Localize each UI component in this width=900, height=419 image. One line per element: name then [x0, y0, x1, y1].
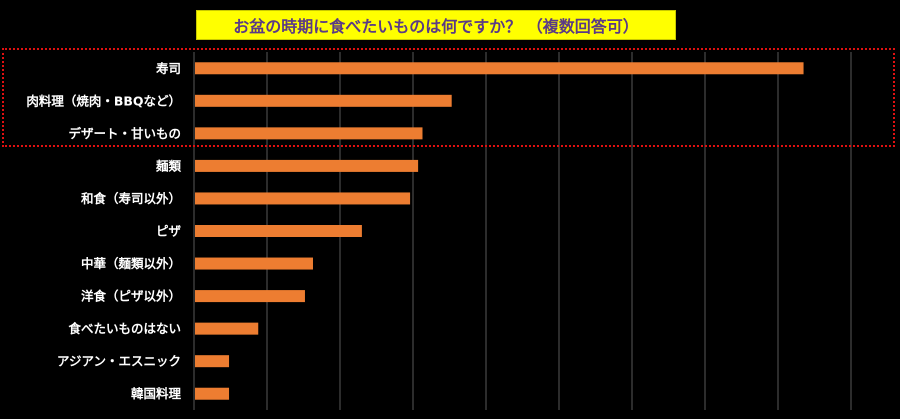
- bar: [195, 159, 419, 172]
- bar: [195, 225, 362, 237]
- category-label: 和食（寿司以外）: [80, 191, 181, 206]
- category-label: 肉料理（焼肉・BBQなど）: [26, 93, 181, 108]
- category-label: 韓国料理: [131, 386, 182, 401]
- category-label: 食べたいものはない: [67, 321, 181, 336]
- bar: [195, 290, 305, 303]
- bar: [195, 94, 452, 107]
- chart-title-box: お盆の時期に食べたいものは何ですか？ （複数回答可）: [196, 10, 676, 40]
- bar: [195, 127, 423, 140]
- category-label: 中華（麺類以外）: [81, 256, 181, 271]
- bar: [195, 192, 411, 205]
- bar: [195, 62, 804, 75]
- chart-title: お盆の時期に食べたいものは何ですか？ （複数回答可）: [233, 17, 639, 36]
- bar: [195, 322, 259, 335]
- category-label: 麺類: [155, 158, 182, 173]
- category-label: 洋食（ピザ以外）: [81, 289, 181, 304]
- category-label: 寿司: [156, 61, 181, 76]
- bar: [195, 387, 230, 400]
- category-label: ピザ: [156, 224, 182, 239]
- highlight-top-three-box: [2, 48, 895, 147]
- bar: [195, 257, 313, 270]
- category-label: アジアン・エスニック: [57, 354, 181, 369]
- bar: [195, 355, 230, 368]
- category-label: デザート・甘いもの: [68, 126, 181, 141]
